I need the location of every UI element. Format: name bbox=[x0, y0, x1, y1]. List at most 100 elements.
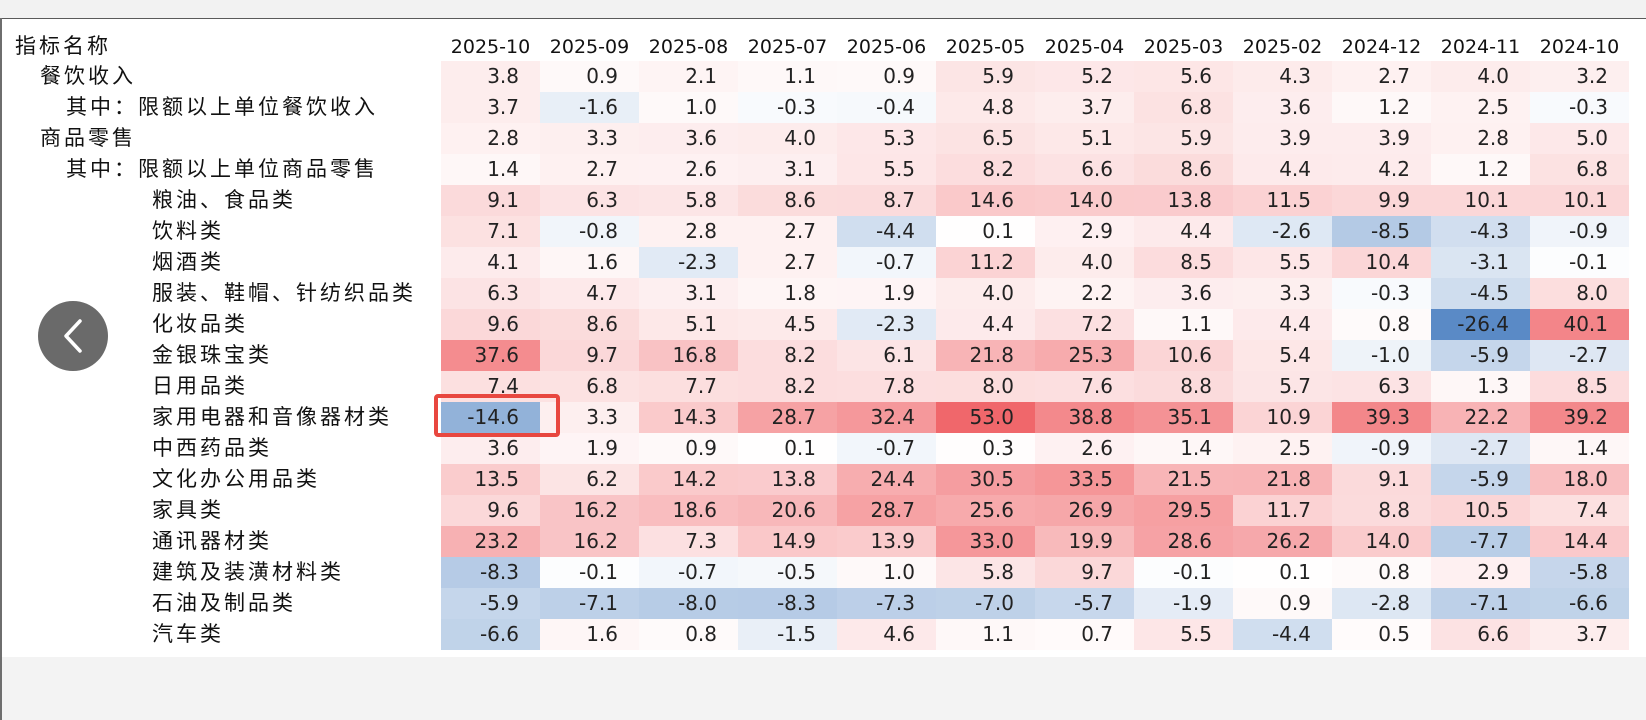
heatmap-cell: 25.3 bbox=[1035, 340, 1134, 371]
heatmap-cell: 4.3 bbox=[1233, 61, 1332, 92]
heatmap-cell: 1.6 bbox=[540, 247, 639, 278]
heatmap-cell: 26.9 bbox=[1035, 495, 1134, 526]
heatmap-cell: 21.8 bbox=[1233, 464, 1332, 495]
heatmap-cell: 14.4 bbox=[1530, 526, 1629, 557]
highlight-box bbox=[434, 394, 560, 437]
heatmap-cell: 0.9 bbox=[837, 61, 936, 92]
heatmap-cell: 5.4 bbox=[1233, 340, 1332, 371]
heatmap-cell: 2.8 bbox=[1431, 123, 1530, 154]
heatmap-cell: 1.0 bbox=[639, 92, 738, 123]
heatmap-cell: 3.7 bbox=[441, 92, 540, 123]
heatmap-cell: 11.7 bbox=[1233, 495, 1332, 526]
back-button[interactable] bbox=[38, 301, 108, 371]
row-label: 化妆品类 bbox=[152, 312, 248, 336]
heatmap-cell: 2.7 bbox=[540, 154, 639, 185]
heatmap-cell: 5.5 bbox=[1134, 619, 1233, 650]
row-label: 其中：限额以上单位餐饮收入 bbox=[66, 95, 378, 119]
heatmap-cell: 6.6 bbox=[1431, 619, 1530, 650]
heatmap-cell: 7.6 bbox=[1035, 371, 1134, 402]
heatmap-cell: 3.9 bbox=[1233, 123, 1332, 154]
heatmap-cell: -7.1 bbox=[1431, 588, 1530, 619]
heatmap-cell: 10.9 bbox=[1233, 402, 1332, 433]
heatmap-cell: 8.5 bbox=[1530, 371, 1629, 402]
row-label: 餐饮收入 bbox=[40, 64, 136, 88]
heatmap-cell: 6.3 bbox=[1332, 371, 1431, 402]
heatmap-cell: 3.6 bbox=[639, 123, 738, 154]
row-label: 饮料类 bbox=[152, 219, 224, 243]
heatmap-cell: 1.2 bbox=[1332, 92, 1431, 123]
heatmap-cell: 11.2 bbox=[936, 247, 1035, 278]
heatmap-cell: -4.5 bbox=[1431, 278, 1530, 309]
heatmap-cell: -7.3 bbox=[837, 588, 936, 619]
heatmap-cell: 5.9 bbox=[936, 61, 1035, 92]
heatmap-cell: 3.1 bbox=[639, 278, 738, 309]
column-header: 2025-09 bbox=[549, 36, 630, 58]
heatmap-cell: 5.8 bbox=[639, 185, 738, 216]
heatmap-cell: -4.3 bbox=[1431, 216, 1530, 247]
heatmap-cell: 14.0 bbox=[1332, 526, 1431, 557]
heatmap-cell: 7.7 bbox=[639, 371, 738, 402]
heatmap-cell: 1.4 bbox=[1530, 433, 1629, 464]
heatmap-cell: 5.1 bbox=[639, 309, 738, 340]
window-left-edge bbox=[0, 18, 2, 720]
heatmap-cell: 9.9 bbox=[1332, 185, 1431, 216]
heatmap-cell: -2.7 bbox=[1530, 340, 1629, 371]
heatmap-cell: 6.8 bbox=[540, 371, 639, 402]
heatmap-cell: 8.6 bbox=[738, 185, 837, 216]
heatmap-cell: 4.1 bbox=[441, 247, 540, 278]
row-label: 商品零售 bbox=[40, 126, 136, 150]
heatmap-cell: 3.8 bbox=[441, 61, 540, 92]
heatmap-cell: 6.3 bbox=[441, 278, 540, 309]
heatmap-cell: -6.6 bbox=[441, 619, 540, 650]
heatmap-cell: -7.1 bbox=[540, 588, 639, 619]
heatmap-cell: 1.4 bbox=[1134, 433, 1233, 464]
heatmap-cell: -0.3 bbox=[1530, 92, 1629, 123]
heatmap-cell: 20.6 bbox=[738, 495, 837, 526]
column-header: 2025-07 bbox=[747, 36, 828, 58]
heatmap-cell: -0.5 bbox=[738, 557, 837, 588]
heatmap-cell: 10.1 bbox=[1530, 185, 1629, 216]
heatmap-cell: 33.5 bbox=[1035, 464, 1134, 495]
heatmap-cell: 0.9 bbox=[540, 61, 639, 92]
heatmap-cell: 23.2 bbox=[441, 526, 540, 557]
heatmap-cell: -5.9 bbox=[1431, 464, 1530, 495]
heatmap-cell: -0.9 bbox=[1332, 433, 1431, 464]
row-label: 其中：限额以上单位商品零售 bbox=[66, 157, 378, 181]
column-header: 2024-10 bbox=[1539, 36, 1620, 58]
heatmap-cell: 8.2 bbox=[738, 371, 837, 402]
row-label: 服装、鞋帽、针纺织品类 bbox=[152, 281, 416, 305]
heatmap-cell: 1.3 bbox=[1431, 371, 1530, 402]
row-label: 粮油、食品类 bbox=[152, 188, 296, 212]
heatmap-cell: 2.7 bbox=[1332, 61, 1431, 92]
heatmap-cell: 1.8 bbox=[738, 278, 837, 309]
heatmap-cell: 4.0 bbox=[738, 123, 837, 154]
heatmap-cell: -2.7 bbox=[1431, 433, 1530, 464]
heatmap-cell: 8.8 bbox=[1332, 495, 1431, 526]
heatmap-cell: -5.8 bbox=[1530, 557, 1629, 588]
heatmap-cell: 9.7 bbox=[540, 340, 639, 371]
heatmap-cell: 4.8 bbox=[936, 92, 1035, 123]
heatmap-cell: 8.5 bbox=[1134, 247, 1233, 278]
heatmap-cell: 5.7 bbox=[1233, 371, 1332, 402]
heatmap-cell: 0.8 bbox=[1332, 557, 1431, 588]
heatmap-cell: -5.9 bbox=[1431, 340, 1530, 371]
heatmap-cell: 4.0 bbox=[936, 278, 1035, 309]
heatmap-cell: 22.2 bbox=[1431, 402, 1530, 433]
heatmap-cell: -0.1 bbox=[540, 557, 639, 588]
heatmap-cell: -0.3 bbox=[738, 92, 837, 123]
heatmap-cell: 1.1 bbox=[936, 619, 1035, 650]
corner-label: 指标名称 bbox=[15, 34, 111, 58]
top-bar bbox=[0, 0, 1646, 19]
heatmap-cell: 18.0 bbox=[1530, 464, 1629, 495]
heatmap-cell: 8.6 bbox=[1134, 154, 1233, 185]
heatmap-cell: -0.8 bbox=[540, 216, 639, 247]
heatmap-cell: -2.3 bbox=[639, 247, 738, 278]
heatmap-cell: 3.7 bbox=[1530, 619, 1629, 650]
heatmap-cell: -2.8 bbox=[1332, 588, 1431, 619]
heatmap-cell: 4.2 bbox=[1332, 154, 1431, 185]
heatmap-cell: 14.2 bbox=[639, 464, 738, 495]
heatmap-cell: 53.0 bbox=[936, 402, 1035, 433]
row-label: 金银珠宝类 bbox=[152, 343, 272, 367]
heatmap-cell: 2.8 bbox=[441, 123, 540, 154]
heatmap-cell: 8.0 bbox=[936, 371, 1035, 402]
